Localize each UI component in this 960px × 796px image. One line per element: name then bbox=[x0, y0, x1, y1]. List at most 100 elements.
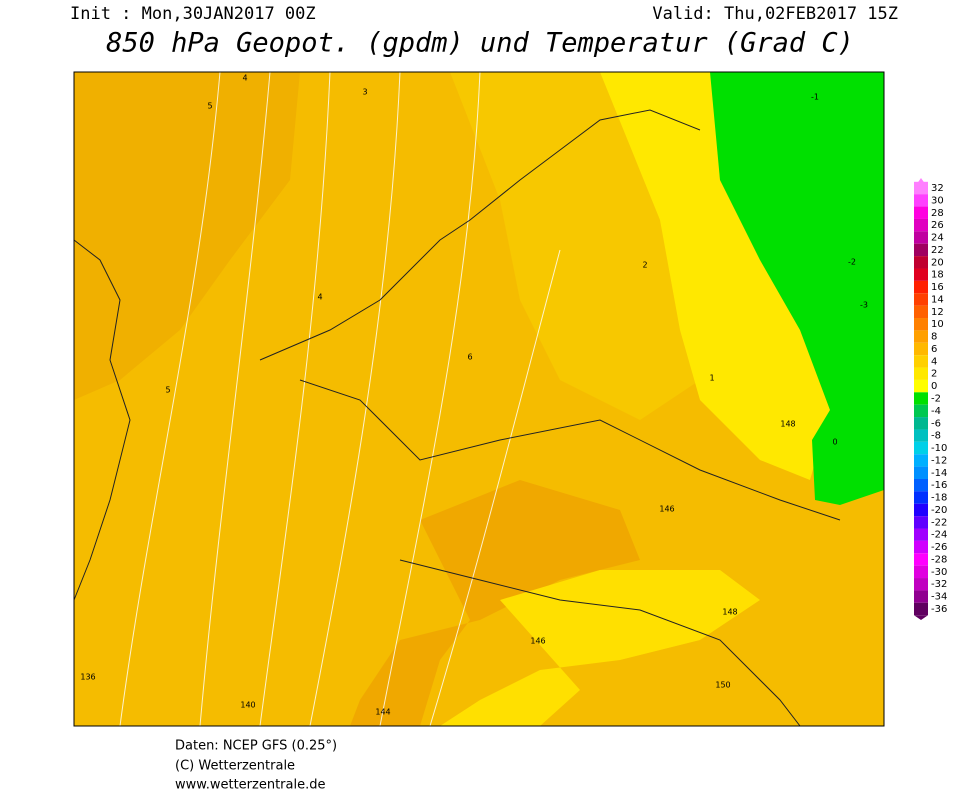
colorbar-label: -18 bbox=[931, 493, 947, 504]
colorbar-label: -16 bbox=[931, 480, 947, 491]
colorbar-label: -20 bbox=[931, 505, 947, 516]
alpine-cool bbox=[440, 570, 760, 726]
colorbar-segment bbox=[914, 206, 928, 219]
colorbar-label: 6 bbox=[931, 344, 937, 355]
temperature-label: 3 bbox=[362, 88, 367, 97]
colorbar-label: 2 bbox=[931, 369, 937, 380]
temperature-label: -2 bbox=[848, 258, 856, 267]
colorbar-segment bbox=[914, 441, 928, 455]
colorbar-segment bbox=[914, 404, 928, 418]
temperature-label: 5 bbox=[207, 102, 212, 111]
map-labels: 136 140 144 146 148 150 146 148 4 5 3 2 1 0 -1 -2 -3 6 5 4 bbox=[80, 74, 868, 717]
geopotential-contours bbox=[119, 71, 561, 727]
footer-source: Daten: NCEP GFS (0.25°) bbox=[175, 739, 337, 754]
colorbar-segment bbox=[914, 503, 928, 517]
valid-time: Valid: Thu,02FEB2017 15Z bbox=[652, 4, 898, 24]
geopotential-label: 144 bbox=[375, 708, 390, 717]
warm-band bbox=[350, 480, 640, 726]
map-frame bbox=[73, 71, 885, 727]
colorbar-label: -22 bbox=[931, 517, 947, 528]
colorbar-label: 14 bbox=[931, 294, 944, 305]
colorbar-segment bbox=[914, 553, 928, 566]
colorbar-label: -32 bbox=[931, 579, 947, 590]
colorbar: 32302826242220181614121086420-2-4-6-8-10… bbox=[914, 178, 947, 620]
colorbar-segment bbox=[914, 528, 928, 541]
colorbar-segment bbox=[914, 243, 928, 257]
colorbar-segment bbox=[914, 305, 928, 319]
colorbar-label: -10 bbox=[931, 443, 947, 454]
temperature-label: -3 bbox=[860, 301, 868, 310]
colorbar-label: 12 bbox=[931, 307, 944, 318]
temperature-label: -1 bbox=[811, 93, 819, 102]
colorbar-segment bbox=[914, 590, 928, 603]
geopotential-label: 146 bbox=[530, 637, 545, 646]
temperature-label: 1 bbox=[709, 374, 714, 383]
colorbar-label: -6 bbox=[931, 418, 941, 429]
colorbar-segment bbox=[914, 280, 928, 294]
temperature-label: 4 bbox=[242, 74, 247, 83]
geopotential-label: 146 bbox=[659, 505, 674, 514]
temperature-label: 2 bbox=[642, 261, 647, 270]
colorbar-label: 10 bbox=[931, 319, 944, 330]
colorbar-segment bbox=[914, 355, 928, 368]
colorbar-segment bbox=[914, 466, 928, 479]
colorbar-label: -24 bbox=[931, 530, 947, 541]
colorbar-label: 16 bbox=[931, 282, 944, 293]
colorbar-label: -8 bbox=[931, 431, 941, 442]
colorbar-label: 26 bbox=[931, 220, 944, 231]
colorbar-segment bbox=[914, 268, 928, 281]
colorbar-segment bbox=[914, 478, 928, 492]
colorbar-label: -4 bbox=[931, 406, 941, 417]
geopotential-label: 136 bbox=[80, 673, 95, 682]
colorbar-label: -2 bbox=[931, 394, 941, 405]
colorbar-label: -34 bbox=[931, 592, 947, 603]
footer-copyright: (C) Wetterzentrale bbox=[175, 759, 295, 774]
yellow-region bbox=[600, 72, 830, 480]
colorbar-label: 8 bbox=[931, 332, 937, 343]
colorbar-segment bbox=[914, 392, 928, 405]
temperature-label: 4 bbox=[317, 293, 322, 302]
colorbar-segment bbox=[914, 602, 928, 616]
colorbar-bottom-cap bbox=[914, 615, 928, 620]
colorbar-label: 28 bbox=[931, 208, 944, 219]
temperature-label: 5 bbox=[165, 386, 170, 395]
colorbar-segment bbox=[914, 231, 928, 244]
colorbar-label: 20 bbox=[931, 257, 944, 268]
geopotential-label: 148 bbox=[780, 420, 795, 429]
colorbar-segment bbox=[914, 330, 928, 343]
colorbar-segment bbox=[914, 181, 928, 195]
colorbar-label: 30 bbox=[931, 195, 944, 206]
colorbar-segment bbox=[914, 256, 928, 269]
colorbar-segment bbox=[914, 417, 928, 430]
colorbar-segment bbox=[914, 367, 928, 380]
colorbar-segment bbox=[914, 293, 928, 306]
colorbar-label: 18 bbox=[931, 270, 944, 281]
colorbar-segment bbox=[914, 454, 928, 467]
map bbox=[73, 71, 885, 727]
temperature-label: 6 bbox=[467, 353, 472, 362]
init-time: Init : Mon,30JAN2017 00Z bbox=[70, 4, 316, 24]
colorbar-segment bbox=[914, 516, 928, 529]
colorbar-segment bbox=[914, 578, 928, 591]
colorbar-label: 4 bbox=[931, 356, 937, 367]
colorbar-label: 0 bbox=[931, 381, 937, 392]
colorbar-segment bbox=[914, 342, 928, 356]
colorbar-label: -14 bbox=[931, 468, 947, 479]
geopotential-label: 150 bbox=[715, 681, 730, 690]
colorbar-segment bbox=[914, 379, 928, 393]
colorbar-segment bbox=[914, 194, 928, 207]
colorbar-label: 24 bbox=[931, 233, 944, 244]
colorbar-label: 32 bbox=[931, 183, 944, 194]
warm-region bbox=[74, 72, 300, 400]
colorbar-segment bbox=[914, 565, 928, 579]
geopotential-label: 148 bbox=[722, 608, 737, 617]
colorbar-segment bbox=[914, 318, 928, 331]
map-title: 850 hPa Geopot. (gpdm) und Temperatur (G… bbox=[106, 28, 854, 59]
colorbar-label: 22 bbox=[931, 245, 944, 256]
colorbar-label: -26 bbox=[931, 542, 947, 553]
colorbar-label: -28 bbox=[931, 554, 947, 565]
colorbar-segment bbox=[914, 491, 928, 504]
cold-region bbox=[710, 72, 884, 505]
colorbar-label: -36 bbox=[931, 604, 947, 615]
